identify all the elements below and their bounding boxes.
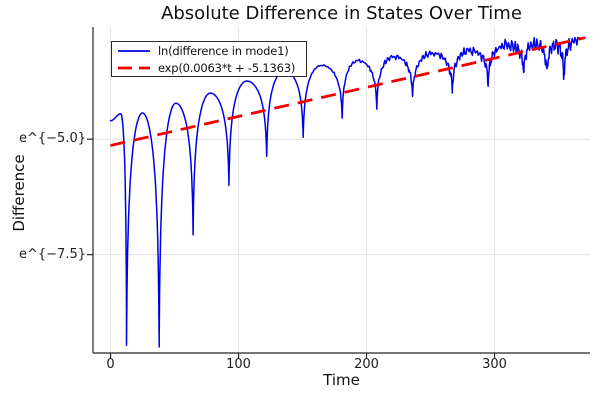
x-axis-label: Time xyxy=(323,371,360,389)
x-tick-label: 100 xyxy=(226,357,251,372)
y-tick-label: e^{−5.0} xyxy=(19,131,86,147)
red-fit-line xyxy=(110,36,586,147)
chart-title: Absolute Difference in States Over Time xyxy=(161,3,522,24)
legend-solid-line-sample xyxy=(118,49,150,52)
blue-series-path xyxy=(109,36,580,348)
legend-item-ln-series: ln(difference in mode1) xyxy=(112,43,306,59)
y-axis-label: Difference xyxy=(10,154,28,232)
legend-dashed-line-sample xyxy=(118,66,150,69)
legend-label-exp-fit: exp(0.0063*t + -5.1363) xyxy=(158,60,296,75)
x-tick-label: 300 xyxy=(482,357,507,372)
y-tick-label: e^{−7.5} xyxy=(19,246,86,262)
x-tick-label: 0 xyxy=(106,357,115,372)
legend-label-ln-series: ln(difference in mode1) xyxy=(158,43,289,58)
x-tick-label: 200 xyxy=(354,357,379,372)
legend-item-exp-fit: exp(0.0063*t + -5.1363) xyxy=(112,60,306,76)
legend: ln(difference in mode1) exp(0.0063*t + -… xyxy=(111,41,307,77)
